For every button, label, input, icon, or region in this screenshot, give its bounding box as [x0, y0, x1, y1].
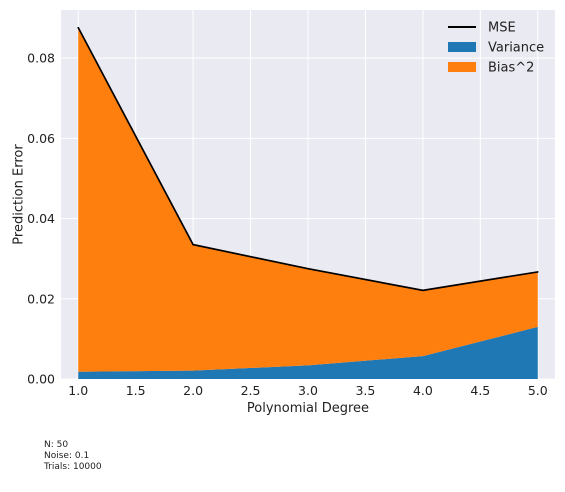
x-tick-label: 1.5: [126, 383, 146, 398]
stacked-areas: [78, 27, 538, 379]
x-tick-label: 4.0: [413, 383, 433, 398]
x-tick-label: 2.0: [183, 383, 203, 398]
area-variance: [78, 326, 538, 379]
x-tick-label: 5.0: [528, 383, 548, 398]
mse-point: [307, 267, 309, 270]
x-tick-label: 1.0: [68, 383, 88, 398]
y-tick-label: 0.08: [27, 51, 55, 66]
x-tick-label: 3.0: [298, 383, 318, 398]
legend: MSE Variance Bias^2: [448, 21, 544, 76]
area-bias-2: [78, 27, 538, 372]
x-tick-label: 3.5: [355, 383, 375, 398]
x-axis-ticks: 1.0 1.5 2.0 2.5 3.0 3.5 4.0 4.5 5.0: [68, 383, 547, 398]
y-axis-label: Prediction Error: [12, 144, 27, 245]
annotation-trials: Trials: 10000: [44, 462, 102, 472]
mse-point: [77, 26, 80, 29]
legend-swatch-bias-2: [448, 62, 476, 72]
annotation-n: N: 50: [44, 440, 69, 450]
x-tick-label: 4.5: [470, 383, 490, 398]
y-tick-label: 0.02: [27, 291, 55, 306]
legend-label-bias-2: Bias^2: [488, 61, 534, 76]
x-tick-label: 2.5: [241, 383, 261, 398]
annotation-noise: Noise: 0.1: [44, 451, 90, 461]
x-axis-label: Polynomial Degree: [247, 401, 369, 416]
y-tick-label: 0.00: [27, 372, 55, 387]
legend-label-mse: MSE: [488, 21, 516, 36]
y-axis-ticks: 0.00 0.02 0.04 0.06 0.08: [27, 51, 55, 387]
mse-point: [536, 271, 539, 273]
legend-label-variance: Variance: [488, 41, 544, 56]
y-tick-label: 0.06: [27, 131, 55, 146]
mse-point: [422, 289, 424, 292]
mse-point: [192, 243, 194, 246]
y-tick-label: 0.04: [27, 211, 55, 226]
legend-swatch-variance: [448, 42, 476, 52]
mse-line-group: [77, 26, 539, 292]
